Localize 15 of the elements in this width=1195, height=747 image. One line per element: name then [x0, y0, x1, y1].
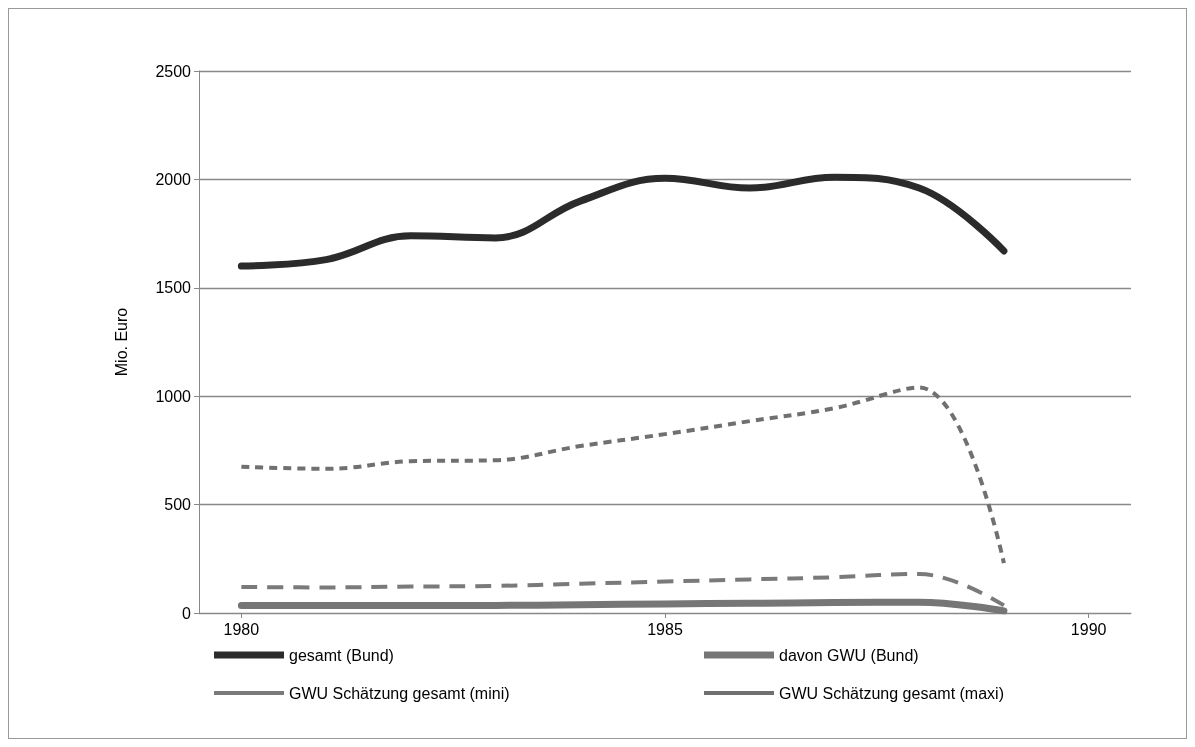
x-tick-label: 1985	[647, 620, 683, 638]
legend-label: GWU Schätzung gesamt (mini)	[289, 684, 510, 702]
y-tick-label: 2500	[155, 62, 192, 80]
y-tick-label: 1000	[155, 387, 192, 405]
x-tick-label: 1990	[1070, 620, 1107, 638]
x-tick-label: 1980	[223, 620, 260, 638]
y-axis-title: Mio. Euro	[112, 307, 130, 377]
y-tick-label: 2000	[155, 170, 192, 188]
legend-label: davon GWU (Bund)	[779, 646, 919, 664]
legend-label: gesamt (Bund)	[289, 646, 394, 664]
line-series	[239, 385, 1006, 566]
y-tick-label: 1500	[155, 279, 192, 297]
y-tick-label: 0	[182, 604, 192, 622]
y-tick-label: 500	[164, 496, 192, 514]
legend-label: GWU Schätzung gesamt (maxi)	[779, 684, 1004, 702]
